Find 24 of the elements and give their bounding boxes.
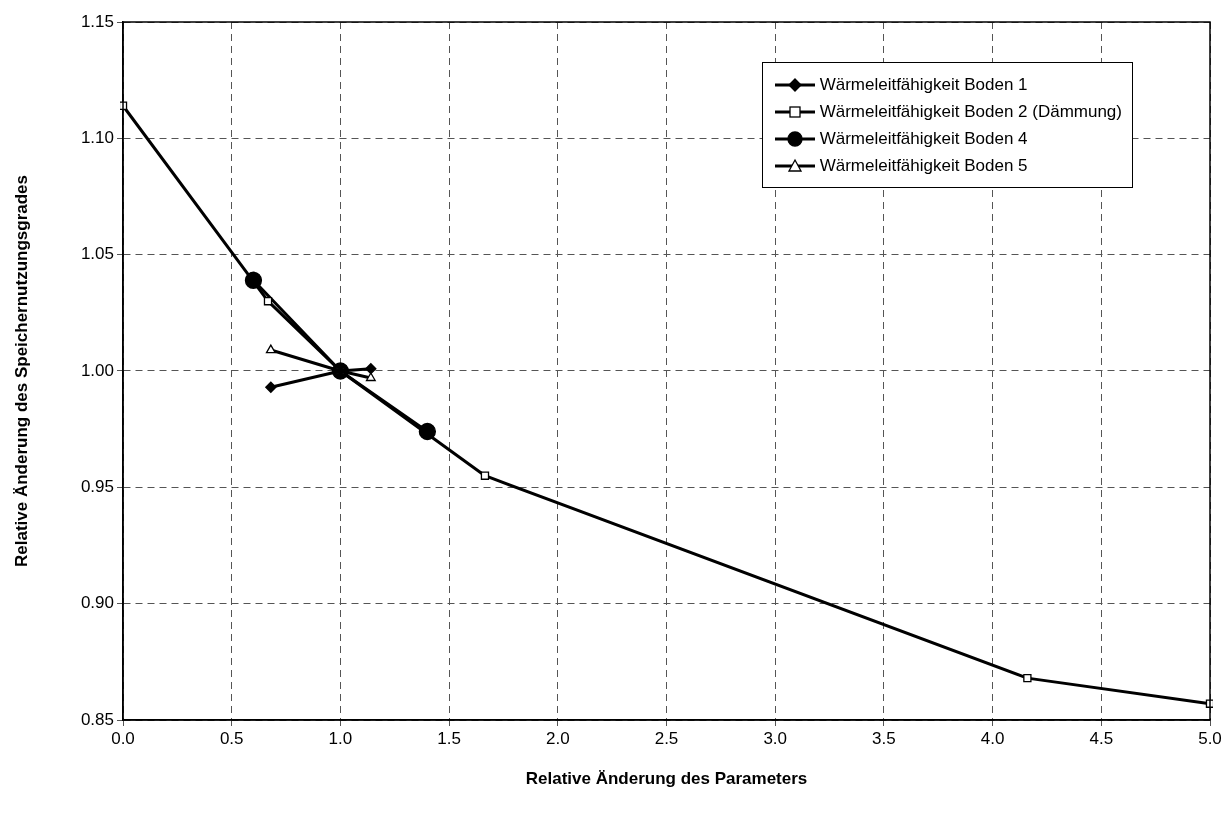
x-tick-label: 1.0: [328, 728, 353, 748]
x-tick-label: 0.5: [219, 728, 244, 748]
y-tick-label: 0.85: [80, 709, 114, 729]
y-tick-label: 1.00: [80, 360, 114, 380]
x-tick-label: 1.5: [437, 728, 461, 748]
x-tick-label: 4.5: [1089, 728, 1114, 748]
x-tick-label: 0.0: [111, 728, 135, 748]
x-tick-label: 3.0: [763, 728, 788, 748]
legend-label: Wärmeleitfähigkeit Boden 4: [819, 128, 1028, 150]
legend-label: Wärmeleitfähigkeit Boden 1: [819, 74, 1028, 96]
x-tick-label: 3.5: [872, 728, 896, 748]
legend-label: Wärmeleitfähigkeit Boden 2 (Dämmung): [819, 101, 1122, 123]
y-tick-label: 1.15: [80, 11, 114, 31]
y-tick-label: 0.95: [80, 477, 114, 497]
x-tick-label: 5.0: [1198, 728, 1222, 748]
y-tick-label: 0.90: [80, 593, 114, 613]
y-tick-label: 1.10: [80, 128, 114, 148]
x-axis-title: Relative Änderung des Parameters: [525, 769, 808, 789]
y-tick-label: 1.05: [80, 244, 114, 264]
legend-label: Wärmeleitfähigkeit Boden 5: [819, 155, 1028, 177]
y-axis-title: Relative Änderung des Speichernutzungsgrades: [11, 174, 31, 568]
x-tick-label: 2.0: [545, 728, 570, 748]
x-tick-label: 2.5: [654, 728, 679, 748]
x-tick-label: 4.0: [980, 728, 1005, 748]
